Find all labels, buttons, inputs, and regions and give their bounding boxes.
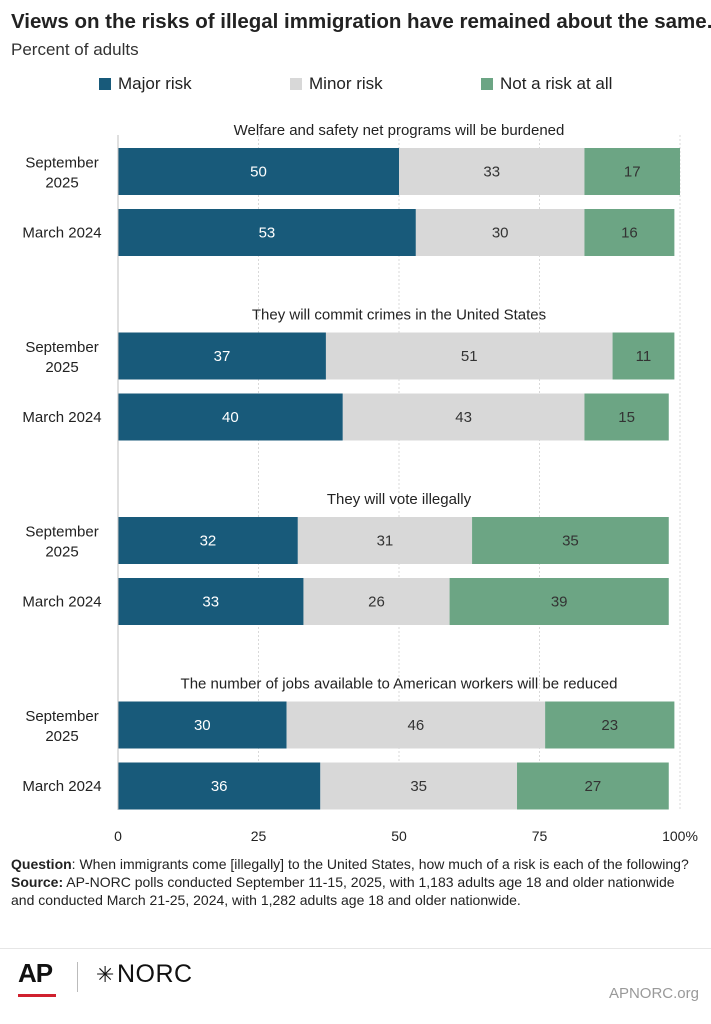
data-label: 31 (377, 533, 394, 550)
data-label: 30 (492, 225, 509, 242)
source-text: AP-NORC polls conducted September 11-15,… (11, 874, 675, 908)
bar-not-a-risk (612, 332, 675, 380)
question-text: : When immigrants come [illegally] to th… (71, 856, 689, 872)
footer-divider (0, 948, 711, 949)
site-url: APNORC.org (608, 985, 699, 1002)
bar-minor-risk (325, 332, 613, 380)
bar-minor-risk (320, 762, 518, 810)
bar-not-a-risk (517, 762, 669, 810)
x-tick-label-0: 0 (114, 828, 122, 844)
x-tick-label-25: 25 (251, 828, 267, 844)
category-label: September 2025 (25, 339, 98, 376)
panel-title: They will vote illegally (327, 491, 472, 508)
category-label: September 2025 (25, 524, 98, 561)
data-label: 16 (621, 225, 638, 242)
bar-major-risk (118, 332, 326, 380)
legend: Major risk Minor risk Not a risk at all (0, 74, 711, 98)
data-label: 37 (214, 348, 231, 365)
source-label: Source: (11, 874, 64, 890)
data-label: 33 (202, 594, 219, 611)
bar-major-risk (118, 393, 343, 441)
bar-major-risk (118, 148, 399, 195)
data-label: 39 (551, 594, 568, 611)
bar-minor-risk (286, 701, 546, 749)
bar-major-risk (118, 578, 304, 625)
bar-minor-risk (399, 148, 585, 195)
data-label: 17 (624, 164, 641, 181)
logo-divider (77, 962, 78, 992)
data-label: 11 (636, 348, 652, 365)
data-label: 51 (461, 348, 478, 365)
data-label: 40 (222, 409, 239, 426)
data-label: 30 (194, 717, 211, 734)
ap-logo: AP (18, 958, 53, 988)
bar-minor-risk (342, 393, 585, 441)
data-label: 35 (410, 778, 427, 795)
legend-item-not-a-risk: Not a risk at all (481, 74, 612, 94)
question-note: Question: When immigrants come [illegall… (11, 855, 701, 873)
data-label: 50 (250, 164, 267, 181)
legend-item-minor-risk: Minor risk (290, 74, 383, 94)
bar-minor-risk (297, 517, 473, 564)
category-label: September 2025 (25, 155, 98, 192)
bar-minor-risk (303, 578, 450, 625)
stacked-bar-chart: 0 25 50 75 100% Welfare and safety net progra… (22, 122, 698, 844)
ap-logo-underline (18, 994, 56, 997)
source-note: Source: AP-NORC polls conducted Septembe… (11, 873, 701, 909)
category-label: March 2024 (22, 778, 101, 795)
data-label: 23 (601, 717, 618, 734)
bar-major-risk (118, 762, 321, 810)
bar-not-a-risk (545, 701, 675, 749)
bar-not-a-risk (472, 517, 669, 564)
bar-major-risk (118, 209, 416, 256)
x-tick-label-100: 100% (662, 828, 698, 844)
legend-swatch-not-a-risk (481, 78, 493, 90)
chart-notes: Question: When immigrants come [illegall… (11, 855, 701, 909)
norc-star-icon: ✳ (96, 961, 115, 987)
bar-not-a-risk (584, 148, 680, 195)
panel-title: They will commit crimes in the United St… (252, 307, 546, 324)
category-label: March 2024 (22, 409, 101, 426)
data-label: 53 (259, 225, 276, 242)
panel-title: The number of jobs available to American… (181, 676, 618, 693)
bar-major-risk (118, 517, 298, 564)
data-label: 32 (200, 533, 217, 550)
bar-not-a-risk (584, 393, 669, 441)
legend-label-minor-risk: Minor risk (309, 74, 383, 93)
chart-subtitle: Percent of adults (11, 40, 139, 59)
data-label: 33 (483, 164, 500, 181)
norc-logo-text: NORC (116, 960, 193, 988)
legend-label-not-a-risk: Not a risk at all (500, 74, 613, 93)
chart-title: Views on the risks of illegal immigratio… (11, 10, 711, 33)
legend-label-major-risk: Major risk (118, 74, 192, 93)
panel-title: Welfare and safety net programs will be … (234, 122, 565, 139)
data-label: 27 (585, 778, 602, 795)
data-label: 43 (455, 409, 472, 426)
category-label: March 2024 (22, 225, 101, 242)
bar-not-a-risk (584, 209, 675, 256)
data-label: 15 (618, 409, 635, 426)
data-label: 36 (211, 778, 228, 795)
x-tick-label-75: 75 (532, 828, 548, 844)
data-label: 26 (368, 594, 385, 611)
bar-not-a-risk (449, 578, 669, 625)
norc-logo: ✳ NORC (96, 960, 193, 989)
bar-minor-risk (415, 209, 585, 256)
legend-item-major-risk: Major risk (99, 74, 192, 94)
legend-swatch-minor-risk (290, 78, 302, 90)
data-label: 46 (408, 717, 425, 734)
data-label: 35 (562, 533, 579, 550)
legend-swatch-major-risk (99, 78, 111, 90)
category-label: March 2024 (22, 594, 101, 611)
bar-major-risk (118, 701, 287, 749)
category-label: September 2025 (25, 708, 98, 745)
question-label: Question (11, 856, 72, 872)
x-tick-label-50: 50 (391, 828, 407, 844)
